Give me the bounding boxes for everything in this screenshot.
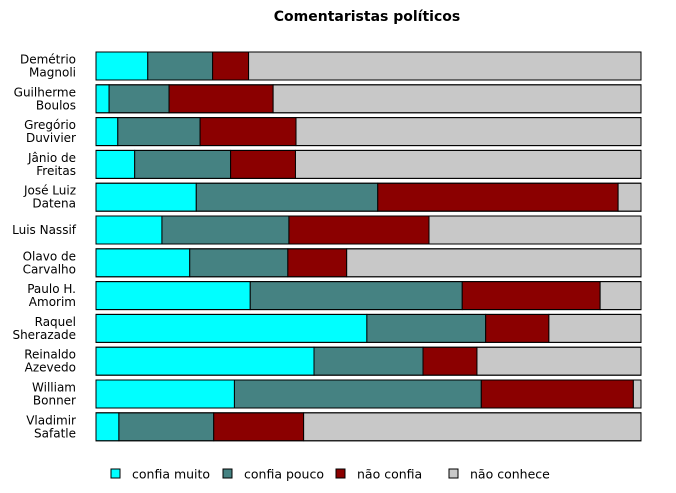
bar-segment — [617, 182, 642, 212]
category-label: Luis Nassif — [12, 223, 77, 237]
bar-segment — [95, 149, 136, 179]
bar-segment — [422, 346, 478, 376]
bar-segment — [377, 182, 619, 212]
bar-outline — [95, 313, 642, 343]
category-label: Guilherme Boulos — [14, 85, 76, 112]
bar-segment — [189, 248, 289, 278]
category-label: Vladimir Safatle — [26, 413, 76, 440]
bar-outline — [95, 117, 642, 147]
legend-label: confia muito — [132, 467, 210, 482]
category-label: Olavo de Carvalho — [23, 249, 76, 276]
category-label: Raquel Sherazade — [12, 315, 76, 342]
bar-outline — [95, 84, 642, 114]
bar-segment — [95, 117, 119, 147]
bar-segment — [199, 117, 297, 147]
bar-segment — [599, 281, 642, 311]
bar-outline — [95, 51, 642, 81]
bar-segment — [212, 51, 250, 81]
bar-segment — [95, 412, 120, 442]
category-label: José Luiz Datena — [23, 184, 76, 211]
category-label: Demétrio Magnoli — [20, 53, 76, 80]
bar-segment — [95, 84, 110, 114]
legend-label: confia pouco — [244, 467, 324, 482]
bar-segment — [230, 149, 296, 179]
category-label: Reinaldo Azevedo — [24, 348, 76, 375]
bar-outline — [95, 182, 642, 212]
bar-segment — [480, 379, 634, 409]
chart-title: Comentaristas políticos — [274, 9, 460, 25]
y-axis-labels: Demétrio Magnoli Guilherme Boulos Gregório Du… — [12, 53, 77, 441]
bar-outline — [95, 281, 642, 311]
bar-segment — [248, 51, 642, 81]
bar-segment — [161, 215, 290, 245]
category-label: Gregório Duvivier — [24, 118, 76, 145]
bar-segment — [295, 117, 642, 147]
bar-segment — [117, 117, 201, 147]
legend: confia muito confia pouco não confia não co… — [110, 467, 550, 482]
bar-segment — [485, 313, 550, 343]
bar-segment — [95, 313, 368, 343]
bar-segment — [346, 248, 642, 278]
bar-segment — [168, 84, 274, 114]
bar-segment — [249, 281, 463, 311]
bar-outline — [95, 149, 642, 179]
bar-segment — [95, 51, 149, 81]
legend-swatch — [448, 468, 459, 479]
bar-segment — [134, 149, 232, 179]
bar-segment — [95, 346, 315, 376]
legend-swatch — [110, 468, 121, 479]
bar-segment — [366, 313, 487, 343]
bar-segment — [548, 313, 642, 343]
legend-label: não conhece — [470, 467, 550, 482]
bar-segment — [95, 281, 251, 311]
bar-segment — [294, 149, 642, 179]
bar-segment — [288, 215, 430, 245]
bar-segment — [213, 412, 305, 442]
bar-segment — [313, 346, 424, 376]
bar-outline — [95, 346, 642, 376]
bar-segment — [461, 281, 601, 311]
category-label: Jânio de Freitas — [27, 151, 76, 178]
bar-segment — [476, 346, 642, 376]
legend-swatch — [222, 468, 233, 479]
bar-segment — [303, 412, 642, 442]
bar-segment — [147, 51, 214, 81]
bar-segment — [233, 379, 482, 409]
bar-segment — [95, 182, 197, 212]
bar-outline — [95, 412, 642, 442]
legend-swatch — [335, 468, 346, 479]
bar-outline — [95, 248, 642, 278]
bar-segment — [632, 379, 642, 409]
bars-group — [95, 51, 642, 442]
category-label: Paulo H. Amorim — [27, 282, 76, 309]
category-label: William Bonner — [32, 381, 76, 408]
bar-segment — [95, 215, 163, 245]
bar-segment — [95, 379, 235, 409]
bar-segment — [118, 412, 215, 442]
bar-outline — [95, 379, 642, 409]
bar-segment — [428, 215, 642, 245]
bar-segment — [272, 84, 642, 114]
bar-segment — [95, 248, 191, 278]
legend-label: não confia — [357, 467, 422, 482]
bar-outline — [95, 215, 642, 245]
bar-segment — [287, 248, 348, 278]
bar-segment — [108, 84, 170, 114]
bar-segment — [195, 182, 379, 212]
